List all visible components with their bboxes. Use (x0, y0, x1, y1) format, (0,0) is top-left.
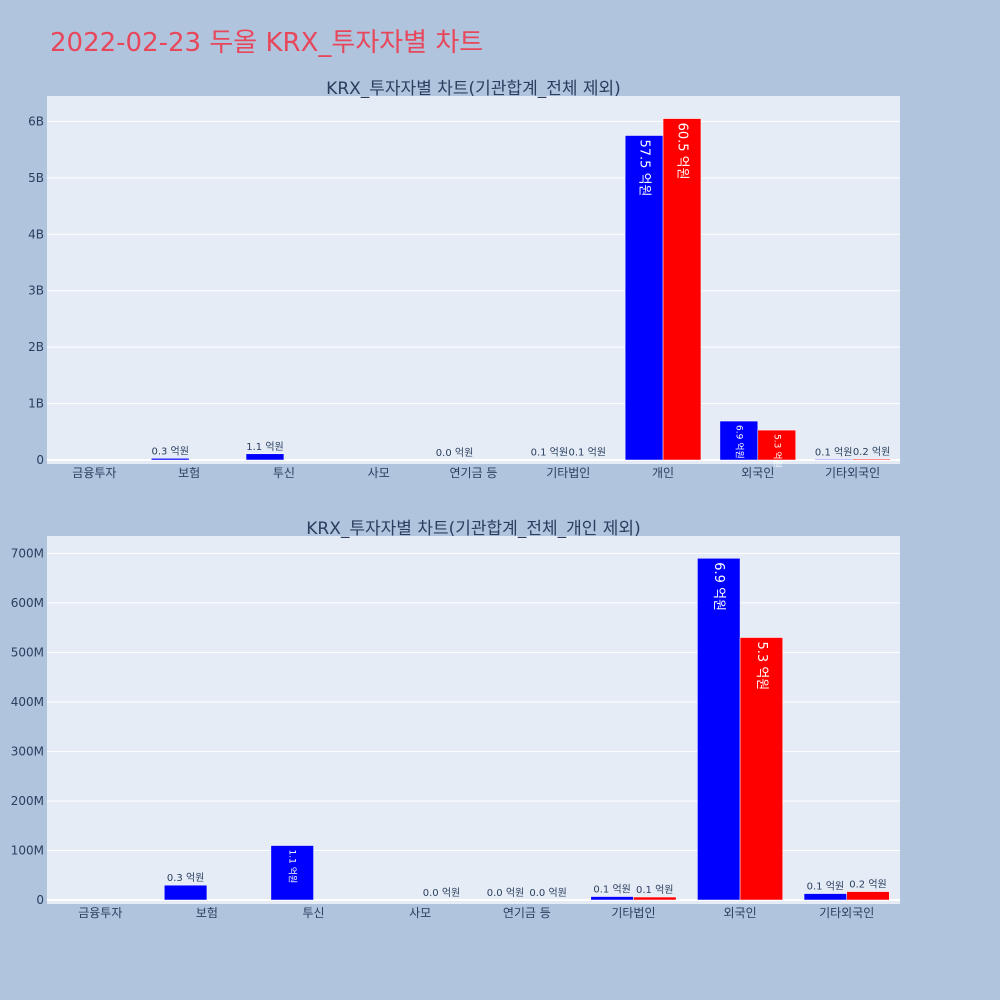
y-tick-label: 200M (11, 794, 44, 808)
bar (739, 637, 783, 901)
bar-label: 0.3 억원 (151, 445, 188, 457)
bar-label: 60.5 억원 (675, 123, 690, 180)
x-tick-label: 기타외국인 (825, 466, 880, 480)
bar-label: 0.2 억원 (853, 446, 890, 458)
x-tick-label: 금융투자 (72, 466, 116, 480)
y-tick-label: 300M (11, 744, 44, 758)
x-tick-label: 기타법인 (611, 906, 655, 920)
bar (803, 893, 847, 901)
y-tick-label: 500M (11, 645, 44, 659)
y-tick-label: 700M (11, 546, 44, 560)
x-tick-label: 투신 (303, 906, 325, 920)
bar (852, 458, 891, 461)
bar (633, 896, 677, 901)
x-tick-label: 외국인 (741, 466, 774, 480)
bar (697, 558, 741, 901)
bar-label: 0.1 억원 (815, 446, 852, 458)
bar-label: 0.1 억원 (636, 884, 673, 896)
page-title: 2022-02-23 두올 KRX_투자자별 차트 (50, 28, 484, 58)
bar (814, 459, 853, 461)
bar (662, 118, 702, 461)
bar-label: 0.1 억원 (807, 881, 844, 893)
y-tick-label: 1B (28, 397, 44, 411)
bar-label: 57.5 억원 (637, 140, 652, 197)
bar-label: 0.0 억원 (436, 447, 473, 459)
bar-label: 0.2 억원 (849, 879, 886, 891)
bar (719, 420, 759, 461)
bar (245, 453, 285, 461)
x-tick-label: 기타외국인 (819, 906, 874, 920)
bar (590, 896, 634, 901)
y-tick-label: 6B (28, 114, 44, 128)
bar-label: 5.3 억원 (771, 434, 783, 468)
y-tick-label: 400M (11, 695, 44, 709)
x-tick-label: 사모 (368, 466, 390, 480)
bar-label: 0.1 억원 (593, 884, 630, 896)
y-tick-label: 100M (11, 843, 44, 857)
bar-label: 0.1 억원 (568, 447, 605, 459)
x-tick-label: 사모 (409, 906, 431, 920)
x-tick-label: 보험 (178, 466, 200, 480)
bar (846, 891, 890, 901)
y-tick-label: 600M (11, 596, 44, 610)
bar (270, 845, 314, 901)
x-tick-label: 개인 (652, 466, 674, 480)
y-tick-label: 5B (28, 171, 44, 185)
bar-label: 0.3 억원 (167, 872, 204, 884)
y-tick-label: 0 (36, 893, 44, 907)
x-tick-label: 외국인 (724, 906, 757, 920)
bar-label: 6.9 억원 (733, 425, 745, 459)
x-tick-label: 연기금 등 (503, 906, 551, 920)
y-tick-label: 3B (28, 284, 44, 298)
bar (757, 429, 796, 461)
bar-label: 1.1 억원 (246, 441, 283, 453)
x-tick-label: 보험 (196, 906, 218, 920)
plot-area-1 (47, 96, 900, 464)
x-tick-label: 투신 (273, 466, 295, 480)
bar-label: 0.0 억원 (423, 887, 460, 899)
bar-label: 6.9 억원 (711, 562, 726, 611)
bar (624, 135, 664, 461)
bar-label: 1.1 억원 (287, 850, 299, 884)
bar-label: 0.0 억원 (487, 887, 524, 899)
chart-title-1: KRX_투자자별 차트(기관합계_전체 제외) (326, 79, 621, 99)
chart-title-2: KRX_투자자별 차트(기관합계_전체_개인 제외) (306, 519, 640, 539)
bar-label: 0.1 억원 (531, 447, 568, 459)
bar-label: 0.0 억원 (529, 887, 566, 899)
x-tick-label: 금융투자 (78, 906, 122, 920)
bar (151, 458, 190, 461)
x-tick-label: 연기금 등 (450, 466, 498, 480)
bar (164, 884, 208, 901)
y-tick-label: 0 (36, 453, 44, 467)
y-tick-label: 4B (28, 227, 44, 241)
bar-label: 5.3 억원 (754, 642, 769, 691)
x-tick-label: 기타법인 (546, 466, 590, 480)
y-tick-label: 2B (28, 340, 44, 354)
